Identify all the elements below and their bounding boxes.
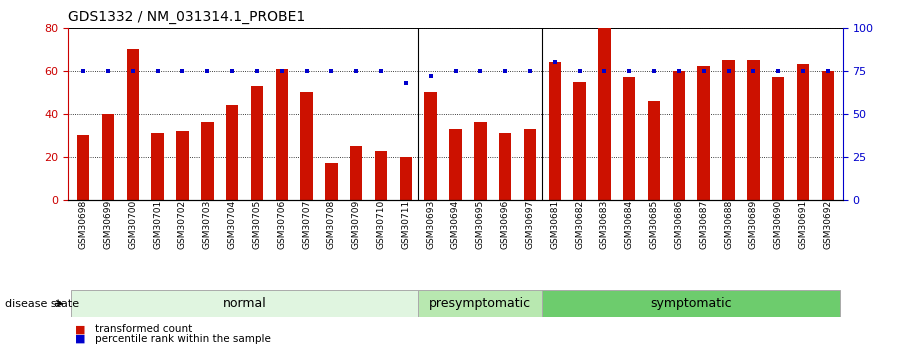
Text: GSM30693: GSM30693	[426, 200, 435, 249]
Bar	[127, 49, 139, 200]
Text: GSM30686: GSM30686	[674, 200, 683, 249]
Bar	[542, 290, 840, 317]
Text: GSM30695: GSM30695	[476, 200, 485, 249]
Text: GSM30710: GSM30710	[376, 200, 385, 249]
Text: GSM30711: GSM30711	[402, 200, 410, 249]
Text: GSM30698: GSM30698	[78, 200, 87, 249]
Text: GSM30688: GSM30688	[724, 200, 733, 249]
Bar	[325, 164, 338, 200]
Bar	[151, 133, 164, 200]
Bar	[301, 92, 312, 200]
Bar	[201, 122, 213, 200]
Bar	[648, 101, 660, 200]
Bar	[374, 150, 387, 200]
Bar	[672, 71, 685, 200]
Text: GSM30682: GSM30682	[575, 200, 584, 249]
Bar	[449, 129, 462, 200]
Bar	[524, 129, 537, 200]
Text: GSM30703: GSM30703	[203, 200, 212, 249]
Text: GSM30699: GSM30699	[104, 200, 113, 249]
Bar	[698, 66, 710, 200]
Bar	[275, 69, 288, 200]
Bar	[226, 105, 239, 200]
Bar	[418, 290, 542, 317]
Text: presymptomatic: presymptomatic	[429, 297, 531, 310]
Text: GSM30708: GSM30708	[327, 200, 336, 249]
Bar	[548, 62, 561, 200]
Bar	[573, 81, 586, 200]
Bar	[71, 290, 418, 317]
Text: GSM30700: GSM30700	[128, 200, 138, 249]
Text: GSM30691: GSM30691	[798, 200, 807, 249]
Bar	[177, 131, 189, 200]
Text: GSM30697: GSM30697	[526, 200, 535, 249]
Text: GSM30701: GSM30701	[153, 200, 162, 249]
Text: GSM30681: GSM30681	[550, 200, 559, 249]
Text: GSM30687: GSM30687	[699, 200, 708, 249]
Text: GSM30685: GSM30685	[650, 200, 659, 249]
Text: GSM30704: GSM30704	[228, 200, 237, 249]
Bar	[822, 71, 834, 200]
Text: GSM30705: GSM30705	[252, 200, 261, 249]
Bar	[623, 77, 636, 200]
Text: symptomatic: symptomatic	[650, 297, 732, 310]
Bar	[425, 92, 437, 200]
Text: GSM30690: GSM30690	[773, 200, 783, 249]
Text: GSM30709: GSM30709	[352, 200, 361, 249]
Text: GSM30707: GSM30707	[302, 200, 311, 249]
Text: ■: ■	[75, 325, 86, 334]
Bar	[77, 136, 89, 200]
Bar	[499, 133, 511, 200]
Text: GSM30689: GSM30689	[749, 200, 758, 249]
Text: percentile rank within the sample: percentile rank within the sample	[95, 334, 271, 344]
Text: normal: normal	[222, 297, 266, 310]
Text: GSM30702: GSM30702	[178, 200, 187, 249]
Text: disease state: disease state	[5, 299, 78, 308]
Text: GSM30706: GSM30706	[277, 200, 286, 249]
Text: GSM30692: GSM30692	[824, 200, 833, 249]
Bar	[400, 157, 412, 200]
Bar	[772, 77, 784, 200]
Bar	[722, 60, 734, 200]
Bar	[350, 146, 363, 200]
Text: GSM30683: GSM30683	[600, 200, 609, 249]
Bar	[747, 60, 760, 200]
Bar	[474, 122, 486, 200]
Bar	[251, 86, 263, 200]
Text: GSM30684: GSM30684	[625, 200, 634, 249]
Text: GSM30696: GSM30696	[501, 200, 509, 249]
Bar	[599, 28, 610, 200]
Text: ■: ■	[75, 334, 86, 344]
Bar	[797, 64, 809, 200]
Text: GSM30694: GSM30694	[451, 200, 460, 249]
Text: GDS1332 / NM_031314.1_PROBE1: GDS1332 / NM_031314.1_PROBE1	[68, 10, 305, 24]
Bar	[102, 114, 114, 200]
Text: transformed count: transformed count	[95, 325, 192, 334]
